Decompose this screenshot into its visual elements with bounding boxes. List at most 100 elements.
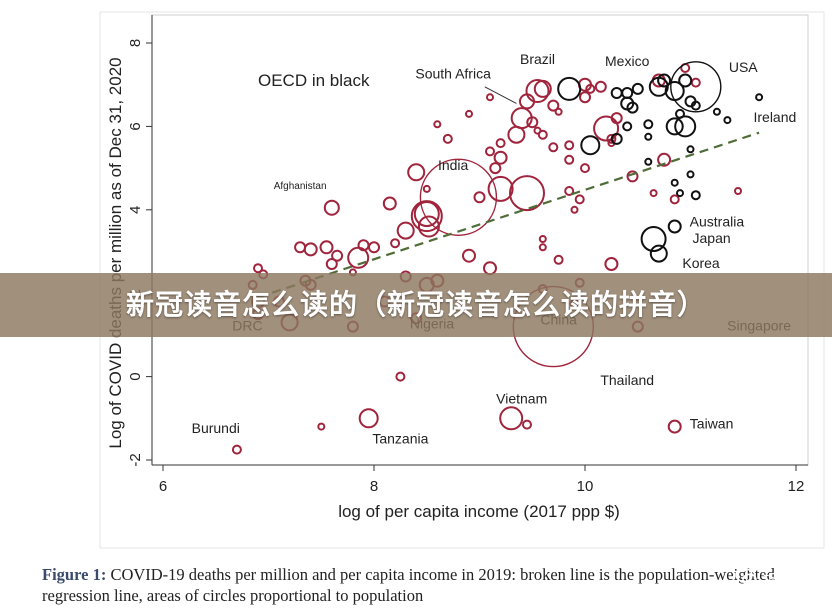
data-point	[499, 406, 524, 431]
data-point	[533, 79, 552, 98]
y-tick-label: -2	[127, 453, 144, 466]
data-point	[712, 107, 721, 116]
data-point	[594, 80, 607, 93]
data-point	[548, 142, 559, 153]
country-label: Brazil	[520, 51, 555, 67]
data-point	[390, 238, 401, 249]
data-point	[669, 194, 680, 205]
data-point	[610, 112, 623, 125]
data-point	[407, 163, 426, 182]
data-point	[465, 109, 473, 118]
data-point	[231, 444, 242, 455]
data-point	[678, 73, 693, 88]
data-point	[519, 93, 535, 110]
data-point	[522, 419, 532, 430]
data-point	[442, 133, 453, 144]
country-label: Taiwan	[690, 416, 734, 432]
data-point	[755, 93, 764, 102]
y-tick-label: 0	[127, 372, 144, 380]
caption-label: Figure 1:	[42, 565, 107, 584]
country-label: Ireland	[753, 109, 796, 125]
data-point	[686, 145, 695, 154]
data-point	[525, 79, 550, 103]
data-point	[323, 199, 340, 216]
data-point	[580, 135, 601, 156]
x-tick-label: 8	[370, 478, 378, 495]
data-point	[382, 196, 397, 211]
data-point	[579, 91, 591, 104]
data-point	[585, 83, 596, 94]
country-label: Thailand	[600, 372, 654, 388]
data-point	[667, 419, 682, 434]
data-point	[331, 249, 344, 262]
country-label: Korea	[682, 255, 720, 271]
data-point	[487, 175, 514, 202]
x-tick-label: 10	[577, 478, 594, 495]
data-point	[593, 115, 620, 142]
data-point	[610, 132, 623, 145]
country-label: South Africa	[415, 65, 491, 81]
data-point	[317, 422, 326, 431]
data-point	[413, 201, 440, 227]
data-point	[657, 73, 672, 88]
data-point	[533, 126, 542, 135]
country-label: Afghanistan	[274, 181, 327, 192]
data-point	[319, 240, 334, 255]
data-point	[667, 219, 682, 234]
data-point	[670, 61, 722, 113]
data-point	[537, 129, 548, 140]
regression-line-group	[257, 131, 760, 299]
x-axis-label: log of per capita income (2017 ppp $)	[338, 502, 620, 521]
data-point	[657, 152, 672, 167]
data-point	[626, 170, 639, 183]
x-tick-label: 12	[788, 478, 805, 495]
country-label: Mexico	[605, 53, 650, 69]
data-point	[690, 190, 701, 201]
data-point	[526, 116, 539, 129]
data-point	[649, 244, 668, 263]
data-point	[396, 221, 415, 240]
data-point	[507, 125, 526, 144]
data-point	[294, 241, 307, 254]
data-point	[489, 162, 502, 175]
brand-name: 城读	[763, 569, 797, 590]
country-label: Australia	[690, 213, 745, 229]
data-point	[734, 187, 742, 195]
legend-note: OECD in black	[258, 71, 370, 90]
data-point	[644, 157, 653, 166]
data-point	[574, 194, 585, 205]
y-tick-label: 4	[127, 206, 144, 214]
data-point	[253, 263, 263, 274]
data-point	[433, 120, 442, 129]
data-point	[670, 178, 679, 187]
data-point	[538, 235, 547, 243]
country-label: India	[438, 157, 469, 173]
figure-caption: Figure 1: COVID-19 deaths per million an…	[42, 564, 782, 606]
data-point	[664, 81, 685, 101]
data-point	[640, 226, 667, 252]
data-point	[675, 108, 685, 119]
data-point	[368, 241, 380, 254]
data-point	[419, 158, 498, 237]
data-point	[325, 258, 338, 270]
country-label: Burundi	[192, 420, 240, 436]
data-point	[676, 189, 684, 198]
data-point	[580, 163, 590, 174]
overlay-banner: 新冠读音怎么读的（新冠读音怎么读的拼音）	[0, 273, 832, 337]
data-point	[644, 132, 653, 141]
data-point	[643, 119, 654, 130]
data-point	[395, 371, 406, 382]
data-point	[723, 116, 732, 125]
data-point	[485, 146, 495, 157]
data-point	[631, 82, 644, 95]
banner-title: 新冠读音怎么读的（新冠读音怎么读的拼音）	[125, 288, 706, 321]
plot-area	[151, 14, 809, 466]
data-point	[473, 191, 486, 204]
data-point	[674, 115, 697, 138]
data-point	[553, 254, 564, 265]
data-point	[422, 184, 431, 193]
x-tick-label: 6	[159, 478, 167, 495]
data-point	[649, 189, 658, 198]
data-point	[557, 76, 582, 101]
data-point	[622, 121, 633, 132]
